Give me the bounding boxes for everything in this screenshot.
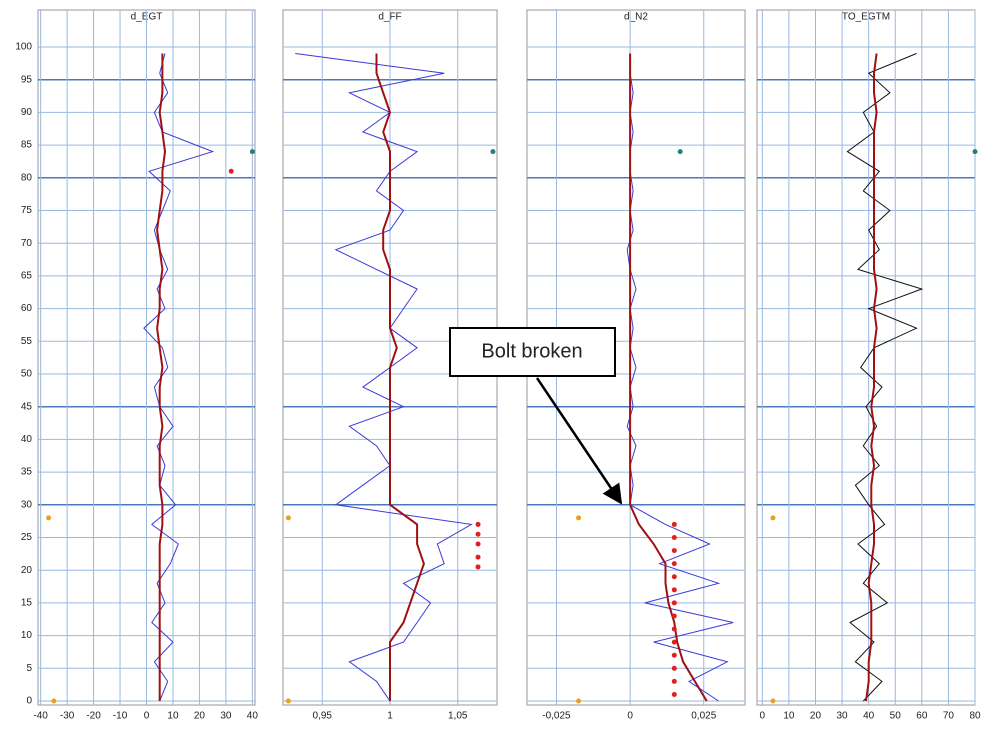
y-tick-label: 5 (26, 663, 32, 674)
marker (475, 564, 481, 570)
y-tick-label: 25 (21, 532, 33, 543)
marker (677, 149, 683, 155)
marker (671, 678, 677, 684)
x-tick-label: 20 (194, 711, 206, 722)
marker (671, 626, 677, 632)
y-tick-label: 95 (21, 74, 33, 85)
annotation-arrow (535, 377, 623, 505)
y-tick-label: 45 (21, 401, 33, 412)
marker (285, 698, 291, 704)
x-tick-label: 40 (863, 711, 875, 722)
x-tick-label: 0,95 (313, 711, 333, 722)
marker (249, 149, 255, 155)
data-line (865, 53, 878, 702)
x-tick-label: -0,025 (542, 711, 571, 722)
y-tick-label: 50 (21, 369, 33, 380)
y-tick-label: 10 (21, 630, 33, 641)
y-tick-label: 0 (26, 696, 32, 707)
x-tick-label: 80 (969, 711, 981, 722)
marker (671, 587, 677, 593)
marker (770, 515, 776, 521)
marker (576, 698, 582, 704)
panel (756, 9, 976, 706)
marker (671, 665, 677, 671)
x-tick-label: 1,05 (448, 711, 468, 722)
panel-title: TO_EGTM (842, 12, 890, 23)
marker (671, 521, 677, 527)
x-tick-label: 10 (783, 711, 795, 722)
marker (671, 548, 677, 554)
y-tick-label: 60 (21, 303, 33, 314)
marker (671, 574, 677, 580)
data-line (375, 53, 425, 701)
marker (972, 149, 978, 155)
panel-title: d_N2 (624, 12, 648, 23)
x-tick-label: 0,025 (691, 711, 716, 722)
y-tick-label: 40 (21, 434, 33, 445)
marker (671, 600, 677, 606)
x-tick-label: 30 (220, 711, 232, 722)
x-tick-label: 50 (890, 711, 902, 722)
x-tick-label: 30 (837, 711, 849, 722)
y-tick-label: 35 (21, 467, 33, 478)
marker (671, 613, 677, 619)
x-tick-label: 0 (627, 711, 633, 722)
x-tick-label: 1 (387, 711, 393, 722)
marker (671, 652, 677, 658)
marker (228, 168, 234, 174)
x-tick-label: 0 (760, 711, 766, 722)
x-tick-label: 10 (167, 711, 179, 722)
marker (46, 515, 52, 521)
y-tick-label: 75 (21, 205, 33, 216)
annotation-box (449, 327, 616, 377)
marker (671, 561, 677, 567)
marker (475, 531, 481, 537)
marker (475, 541, 481, 547)
marker (51, 698, 57, 704)
marker (671, 691, 677, 697)
y-tick-label: 30 (21, 499, 33, 510)
x-tick-label: 40 (247, 711, 259, 722)
data-line (295, 53, 473, 702)
marker (285, 515, 291, 521)
data-line (156, 53, 167, 701)
x-tick-label: 0 (144, 711, 150, 722)
marker (576, 515, 582, 521)
y-tick-label: 20 (21, 565, 33, 576)
marker (490, 149, 496, 155)
annotation-text: Bolt broken (481, 340, 582, 362)
marker (475, 521, 481, 527)
y-tick-label: 65 (21, 271, 33, 282)
y-tick-label: 70 (21, 238, 33, 249)
y-tick-label: 15 (21, 598, 33, 609)
marker (671, 535, 677, 540)
x-tick-label: -20 (86, 711, 101, 722)
x-tick-label: 70 (943, 711, 955, 722)
x-tick-label: -40 (33, 711, 48, 722)
x-tick-label: -30 (60, 711, 75, 722)
marker (671, 639, 677, 645)
y-tick-label: 85 (21, 140, 33, 151)
marker (475, 554, 481, 560)
x-tick-label: 20 (810, 711, 822, 722)
annotation: Bolt broken (449, 327, 623, 505)
x-tick-label: 60 (916, 711, 928, 722)
y-tick-label: 55 (21, 336, 33, 347)
y-tick-label: 80 (21, 172, 33, 183)
marker (770, 698, 776, 704)
data-line (846, 53, 924, 702)
x-tick-label: -10 (113, 711, 128, 722)
y-tick-label: 90 (21, 107, 33, 118)
y-tick-label: 100 (15, 42, 32, 53)
data-line (629, 53, 708, 702)
